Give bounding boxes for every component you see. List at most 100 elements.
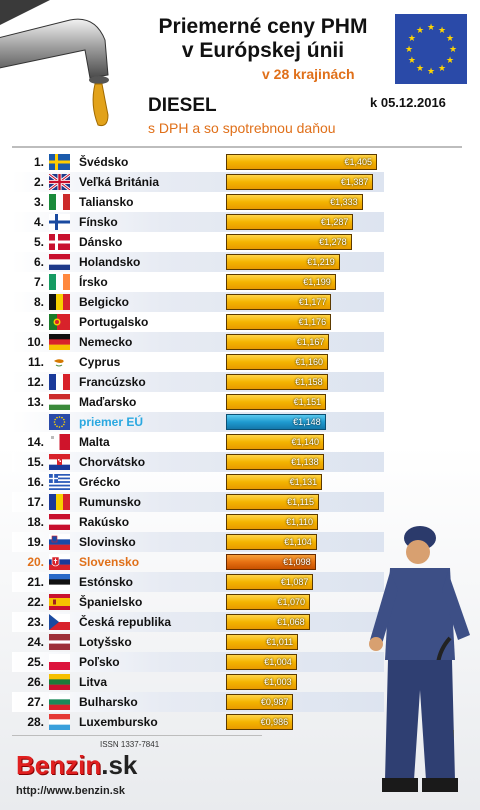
country-name: Švédsko (79, 155, 129, 169)
cz-flag-icon (49, 614, 70, 630)
price-label: €1,104 (284, 537, 312, 547)
rank: 18. (27, 515, 44, 529)
price-label: €0,986 (260, 717, 289, 727)
eu-average-bar: €1,148 (226, 414, 326, 430)
dk-flag-icon (49, 234, 70, 250)
rank: 22. (27, 595, 44, 609)
rank: 9. (33, 315, 44, 329)
rank: 21. (27, 575, 44, 589)
price-bar: €1,387 (226, 174, 374, 190)
countries-note: v 28 krajinách (262, 66, 355, 82)
date-label: k 05.12.2016 (370, 95, 446, 110)
svg-text:★: ★ (446, 55, 454, 65)
table-row: 12. Francúzsko (12, 372, 384, 392)
price-label: €1,160 (295, 357, 323, 367)
table-row: 19. Slovinsko (12, 532, 384, 552)
country-name: Rakúsko (79, 515, 130, 529)
country-name: Chorvátsko (79, 455, 146, 469)
table-row: 27. Bulharsko (12, 692, 384, 712)
price-label: €1,004 (264, 657, 292, 667)
price-bar: €0,986 (226, 714, 294, 730)
table-row: 18. Rakúsko (12, 512, 384, 532)
country-name: Maďarsko (79, 395, 137, 409)
svg-text:★: ★ (416, 25, 424, 35)
fi-flag-icon (49, 214, 70, 230)
benzin-logo: Benzin.sk (16, 750, 137, 781)
country-name: Írsko (79, 275, 108, 289)
svg-text:★: ★ (408, 33, 416, 43)
tax-note: s DPH a so spotrebnou daňou (148, 120, 336, 136)
rank: 23. (27, 615, 44, 629)
gr-flag-icon (49, 474, 70, 491)
svg-text:★: ★ (416, 63, 424, 73)
table-row: 17. Rumunsko (12, 492, 384, 512)
price-bar: €1,287 (226, 214, 354, 230)
rank: 5. (33, 235, 44, 249)
logo-main: Benzin (16, 750, 102, 780)
rank: 14. (27, 435, 44, 449)
price-bar: €1,176 (226, 314, 332, 330)
lu-flag-icon (49, 714, 70, 731)
price-label: €1,011 (266, 637, 294, 647)
price-label: €1,131 (289, 477, 318, 487)
svg-text:★: ★ (408, 55, 416, 65)
rank: 1. (33, 155, 44, 169)
price-bar: €1,177 (226, 294, 332, 310)
country-name: Luxembursko (79, 715, 158, 729)
divider (12, 735, 262, 736)
worker-illustration-icon (369, 526, 470, 792)
table-row: 9. Portugalsko (12, 312, 384, 332)
es-flag-icon (49, 594, 70, 611)
rank: 6. (33, 255, 44, 269)
svg-text:★: ★ (427, 22, 435, 32)
fuel-nozzle-icon (0, 0, 109, 126)
price-bar: €1,158 (226, 374, 328, 390)
lv-flag-icon (49, 634, 70, 650)
hu-flag-icon (49, 394, 70, 411)
price-label: €1,110 (286, 517, 313, 527)
rank: 16. (27, 475, 44, 489)
de-flag-icon (49, 334, 70, 351)
country-name: Belgicko (79, 295, 130, 309)
ro-flag-icon (49, 494, 71, 510)
sk-flag-icon (49, 554, 70, 571)
price-label: €1,177 (298, 297, 327, 307)
table-row: 16. Grécko (12, 472, 384, 492)
rank: 20. (27, 555, 44, 569)
price-label: €1,158 (295, 377, 323, 387)
country-name: Bulharsko (79, 695, 138, 709)
price-label: €1,115 (287, 497, 314, 507)
table-row: 23. Česká republika (12, 612, 384, 632)
country-name: Fínsko (79, 215, 118, 229)
fuel-type: DIESEL (148, 95, 217, 116)
country-name: Nemecko (79, 335, 133, 349)
pt-flag-icon (49, 314, 70, 330)
price-label: €1,219 (307, 257, 335, 267)
table-row: 24. Lotyšsko (12, 632, 384, 652)
table-row: 3. Taliansko (12, 192, 384, 212)
price-label: €1,070 (277, 597, 305, 607)
price-bar: €1,167 (226, 334, 330, 350)
table-row-eu-average: priemer EÚ (12, 412, 384, 432)
rank: 15. (27, 455, 44, 469)
rank: 28. (27, 715, 44, 729)
nl-flag-icon (49, 254, 70, 271)
country-name: priemer EÚ (79, 415, 144, 429)
at-flag-icon (49, 514, 70, 531)
rank: 12. (27, 375, 44, 389)
country-name: Grécko (79, 475, 121, 489)
price-label: €1,333 (330, 197, 358, 207)
hr-flag-icon (49, 454, 70, 471)
price-bar: €1,087 (226, 574, 314, 590)
price-bar: €1,278 (226, 234, 352, 250)
table-row: 15. Chorvátsko (12, 452, 384, 472)
site-url[interactable]: http://www.benzin.sk (16, 785, 125, 797)
price-bar: €1,003 (226, 674, 297, 690)
rank: 7. (33, 275, 44, 289)
gb-flag-icon (48, 172, 71, 192)
price-label: €1,068 (277, 617, 305, 627)
price-bar: €1,199 (226, 274, 336, 290)
rank: 13. (27, 395, 44, 409)
rank: 19. (27, 535, 44, 549)
svg-text:★: ★ (449, 44, 457, 54)
